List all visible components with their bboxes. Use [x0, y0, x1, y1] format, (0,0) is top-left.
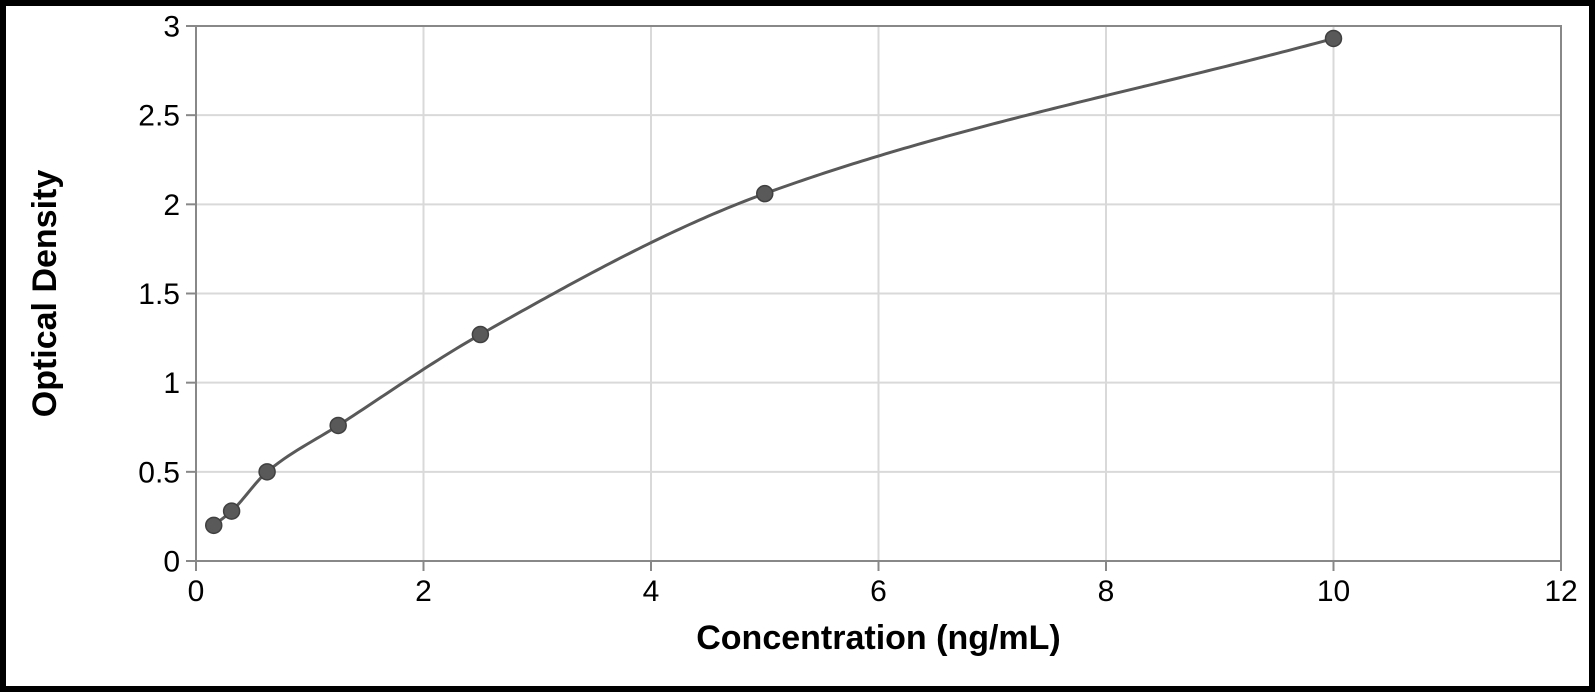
chart-svg: 0 2 4 6 8 10 12 0 0.5 1 1.5 2 2.5 3 Concentration (ng/… [6, 6, 1589, 686]
y-tick-label: 0 [163, 546, 180, 579]
data-point [330, 417, 346, 433]
x-tick-label: 10 [1317, 575, 1350, 608]
data-point [224, 503, 240, 519]
chart-frame: 0 2 4 6 8 10 12 0 0.5 1 1.5 2 2.5 3 Concentration (ng/… [0, 0, 1595, 692]
x-tick-label: 0 [188, 575, 205, 608]
y-tick-label: 1 [163, 367, 180, 400]
data-point [206, 517, 222, 533]
y-tick-label: 2.5 [138, 100, 180, 133]
x-tick-label: 6 [870, 575, 887, 608]
data-point [757, 186, 773, 202]
y-tick-label: 2 [163, 189, 180, 222]
y-tick-label: 1.5 [138, 278, 180, 311]
data-point [1326, 30, 1342, 46]
y-tick-label: 3 [163, 11, 180, 44]
y-tick-label: 0.5 [138, 456, 180, 489]
x-axis-label: Concentration (ng/mL) [696, 619, 1061, 657]
x-tick-label: 2 [415, 575, 432, 608]
data-point [259, 464, 275, 480]
x-tick-label: 8 [1098, 575, 1115, 608]
x-tick-label: 12 [1544, 575, 1577, 608]
y-axis-label: Optical Density [26, 170, 64, 418]
data-point [472, 327, 488, 343]
x-tick-label: 4 [643, 575, 660, 608]
